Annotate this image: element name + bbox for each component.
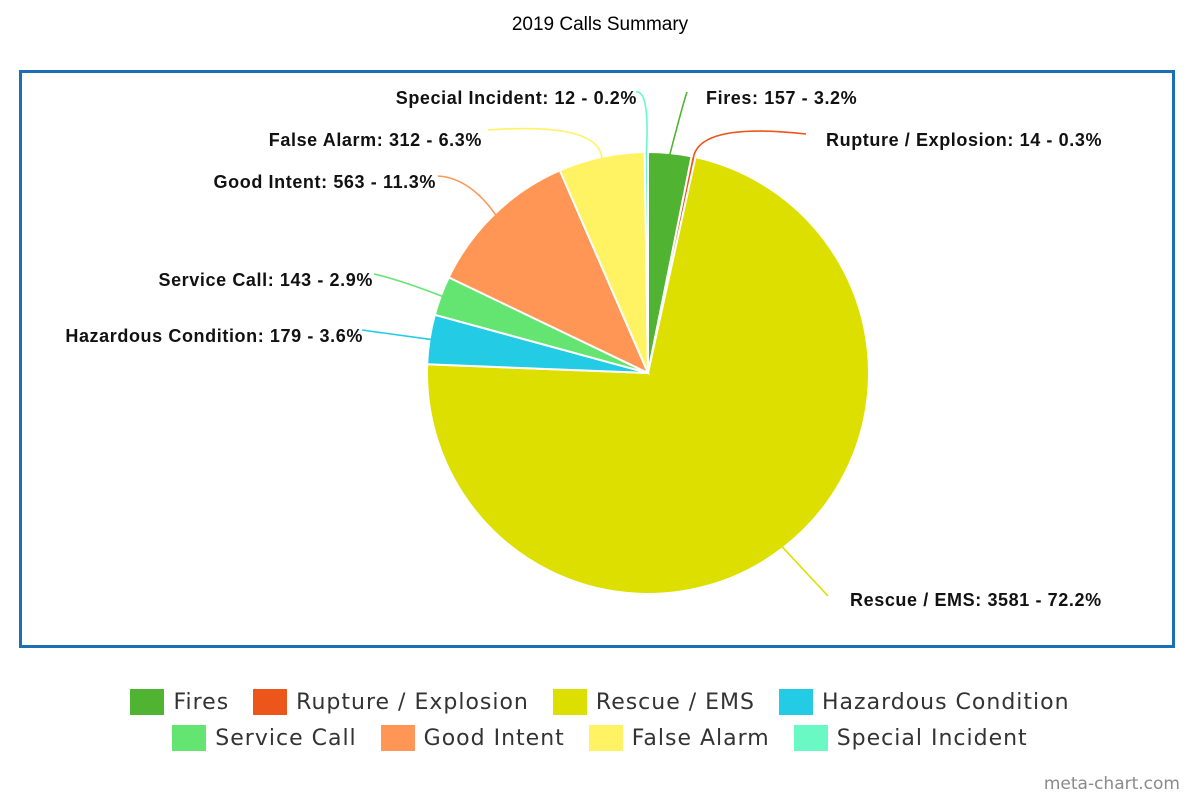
plot-area-frame — [19, 70, 1175, 648]
leader-line — [361, 329, 432, 341]
pie-chart: Fires: 157 - 3.2% Rupture / Explosion: 14… — [65, 88, 1102, 610]
data-label: Special Incident: 12 - 0.2% — [396, 88, 637, 108]
legend-item[interactable]: Rescue / EMS — [552, 689, 756, 715]
data-label: Fires: 157 - 3.2% — [706, 88, 857, 108]
data-label: False Alarm: 312 - 6.3% — [269, 130, 482, 150]
legend-swatch — [552, 689, 587, 715]
legend-item[interactable]: Good Intent — [380, 725, 565, 751]
legend-swatch — [793, 725, 828, 751]
leader-line — [635, 91, 648, 155]
data-label: Hazardous Condition: 179 - 3.6% — [65, 326, 363, 346]
legend-item[interactable]: Rupture / Explosion — [253, 689, 529, 715]
legend-label: Good Intent — [423, 725, 565, 751]
legend-label: Rescue / EMS — [595, 689, 756, 715]
legend-label: Special Incident — [836, 725, 1028, 751]
legend-swatch — [588, 725, 623, 751]
legend-item[interactable]: Special Incident — [793, 725, 1028, 751]
data-label: Good Intent: 563 - 11.3% — [214, 172, 436, 192]
leader-line — [692, 130, 807, 159]
legend-swatch — [130, 689, 165, 715]
legend-item[interactable]: False Alarm — [588, 725, 770, 751]
watermark: meta-chart.com — [1043, 774, 1180, 794]
legend-item[interactable]: Hazardous Condition — [779, 689, 1070, 715]
legend-label: Service Call — [215, 725, 357, 751]
leader-line — [437, 175, 497, 216]
leader-line — [373, 273, 444, 298]
leader-line — [487, 127, 603, 159]
legend-item[interactable]: Fires — [130, 689, 229, 715]
leader-line — [668, 91, 688, 156]
legend-label: Hazardous Condition — [822, 689, 1070, 715]
legend-swatch — [253, 689, 288, 715]
legend-row: Fires Rupture / Explosion Rescue / EMS Haza… — [0, 684, 1200, 720]
legend: Fires Rupture / Explosion Rescue / EMS Haza… — [0, 684, 1200, 756]
legend-row: Service Call Good Intent False Alarm Specia… — [0, 720, 1200, 756]
data-label: Rescue / EMS: 3581 - 72.2% — [850, 590, 1102, 610]
data-label: Service Call: 143 - 2.9% — [158, 270, 373, 290]
legend-swatch — [380, 725, 415, 751]
chart-title: 2019 Calls Summary — [511, 14, 689, 35]
legend-swatch — [779, 689, 814, 715]
leader-line — [781, 545, 829, 597]
legend-label: False Alarm — [631, 725, 770, 751]
data-label: Rupture / Explosion: 14 - 0.3% — [826, 130, 1102, 150]
legend-label: Fires — [173, 689, 230, 715]
legend-item[interactable]: Service Call — [172, 725, 356, 751]
legend-swatch — [172, 725, 207, 751]
legend-label: Rupture / Explosion — [296, 689, 529, 715]
